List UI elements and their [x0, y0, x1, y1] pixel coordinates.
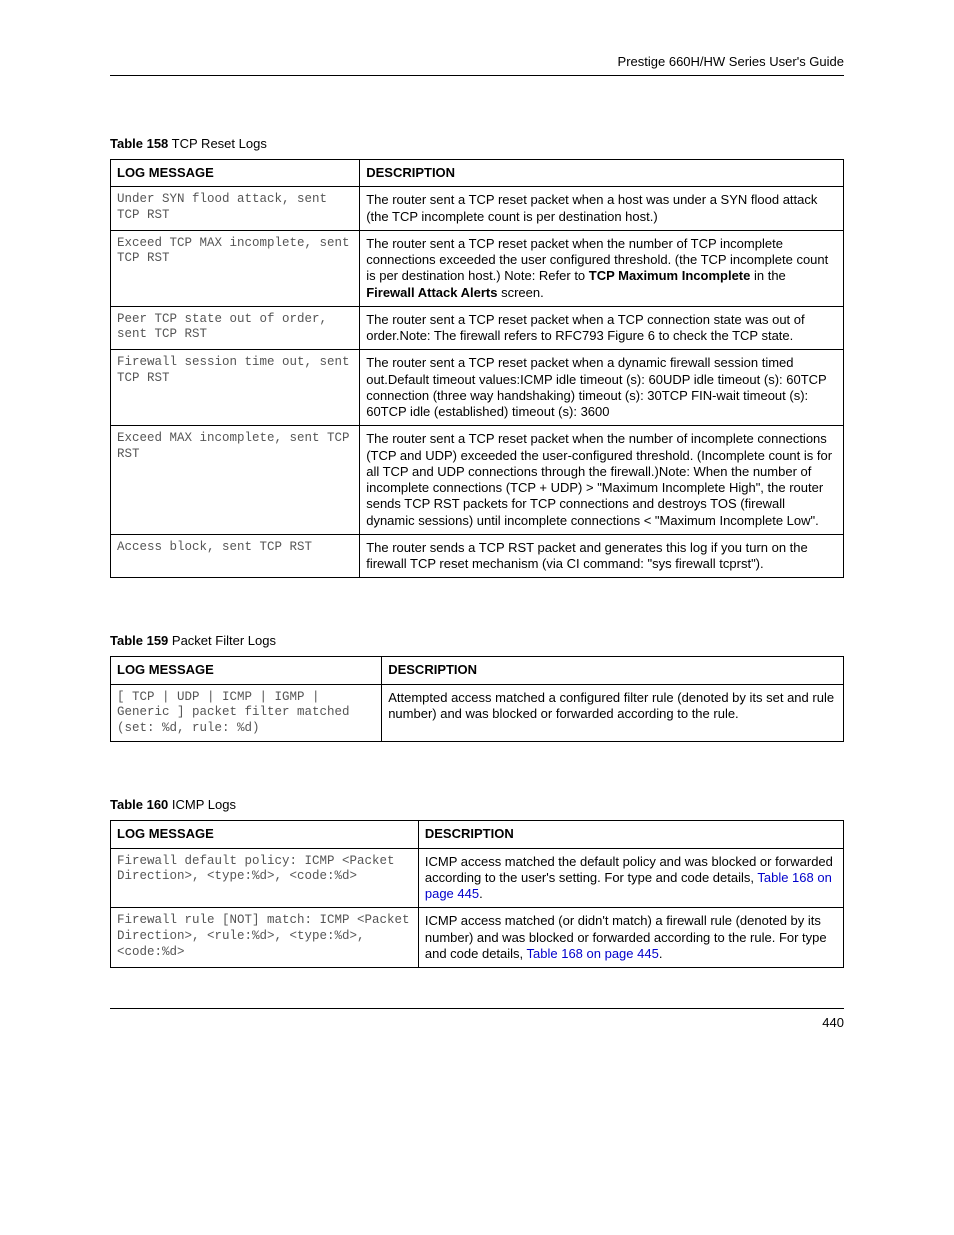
- col-log-message: LOG MESSAGE: [111, 821, 419, 848]
- page-footer: 440: [110, 1008, 844, 1030]
- desc-bold: Firewall Attack Alerts: [366, 285, 497, 300]
- col-description: DESCRIPTION: [382, 657, 844, 684]
- log-message-cell: Exceed TCP MAX incomplete, sent TCP RST: [111, 230, 360, 306]
- table-row: Firewall default policy: ICMP <Packet Di…: [111, 848, 844, 908]
- table-row: Peer TCP state out of order, sent TCP RS…: [111, 306, 844, 350]
- description-cell: The router sent a TCP reset packet when …: [360, 306, 844, 350]
- description-cell: The router sent a TCP reset packet when …: [360, 426, 844, 535]
- col-log-message: LOG MESSAGE: [111, 657, 382, 684]
- log-message-cell: Firewall rule [NOT] match: ICMP <Packet …: [111, 908, 419, 968]
- table-158-caption: Table 158 TCP Reset Logs: [110, 136, 844, 151]
- desc-text: screen.: [497, 285, 543, 300]
- log-message-cell: Access block, sent TCP RST: [111, 534, 360, 578]
- table-row: Firewall session time out, sent TCP RST …: [111, 350, 844, 426]
- table-row: Exceed TCP MAX incomplete, sent TCP RST …: [111, 230, 844, 306]
- log-message-cell: Exceed MAX incomplete, sent TCP RST: [111, 426, 360, 535]
- description-cell: ICMP access matched the default policy a…: [418, 848, 843, 908]
- page-header: Prestige 660H/HW Series User's Guide: [110, 54, 844, 76]
- table-row: Under SYN flood attack, sent TCP RST The…: [111, 187, 844, 231]
- table-160-title: ICMP Logs: [168, 797, 236, 812]
- desc-text: in the: [750, 268, 785, 283]
- description-cell: ICMP access matched (or didn't match) a …: [418, 908, 843, 968]
- table-row: Access block, sent TCP RST The router se…: [111, 534, 844, 578]
- description-cell: Attempted access matched a configured fi…: [382, 684, 844, 742]
- table-row: [ TCP | UDP | ICMP | IGMP | Generic ] pa…: [111, 684, 844, 742]
- table-158: LOG MESSAGE DESCRIPTION Under SYN flood …: [110, 159, 844, 578]
- table-159-title: Packet Filter Logs: [168, 633, 276, 648]
- table-row: Exceed MAX incomplete, sent TCP RST The …: [111, 426, 844, 535]
- table-159-caption: Table 159 Packet Filter Logs: [110, 633, 844, 648]
- table-160-caption: Table 160 ICMP Logs: [110, 797, 844, 812]
- page-number: 440: [822, 1015, 844, 1030]
- table-row: Firewall rule [NOT] match: ICMP <Packet …: [111, 908, 844, 968]
- description-cell: The router sent a TCP reset packet when …: [360, 230, 844, 306]
- guide-title: Prestige 660H/HW Series User's Guide: [110, 54, 844, 69]
- table-header-row: LOG MESSAGE DESCRIPTION: [111, 657, 844, 684]
- log-message-cell: Peer TCP state out of order, sent TCP RS…: [111, 306, 360, 350]
- log-message-cell: Firewall default policy: ICMP <Packet Di…: [111, 848, 419, 908]
- table-159-number: Table 159: [110, 633, 168, 648]
- log-message-cell: Under SYN flood attack, sent TCP RST: [111, 187, 360, 231]
- description-cell: The router sent a TCP reset packet when …: [360, 350, 844, 426]
- table-159: LOG MESSAGE DESCRIPTION [ TCP | UDP | IC…: [110, 656, 844, 742]
- desc-bold: TCP Maximum Incomplete: [589, 268, 751, 283]
- desc-text: .: [659, 946, 663, 961]
- description-cell: The router sends a TCP RST packet and ge…: [360, 534, 844, 578]
- col-log-message: LOG MESSAGE: [111, 160, 360, 187]
- table-header-row: LOG MESSAGE DESCRIPTION: [111, 160, 844, 187]
- desc-text: .: [479, 886, 483, 901]
- table-header-row: LOG MESSAGE DESCRIPTION: [111, 821, 844, 848]
- table-158-title: TCP Reset Logs: [168, 136, 267, 151]
- log-message-cell: [ TCP | UDP | ICMP | IGMP | Generic ] pa…: [111, 684, 382, 742]
- cross-reference-link[interactable]: Table 168 on page 445: [527, 946, 659, 961]
- col-description: DESCRIPTION: [418, 821, 843, 848]
- col-description: DESCRIPTION: [360, 160, 844, 187]
- table-160: LOG MESSAGE DESCRIPTION Firewall default…: [110, 820, 844, 968]
- description-cell: The router sent a TCP reset packet when …: [360, 187, 844, 231]
- table-158-number: Table 158: [110, 136, 168, 151]
- log-message-cell: Firewall session time out, sent TCP RST: [111, 350, 360, 426]
- table-160-number: Table 160: [110, 797, 168, 812]
